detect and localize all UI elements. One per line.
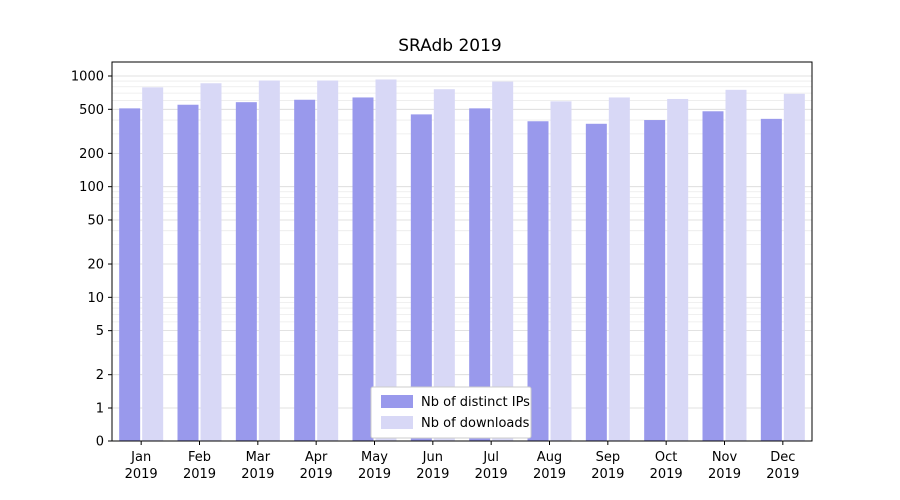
bar-downloads-feb	[200, 83, 222, 441]
x-tick-label-year: 2019	[241, 467, 274, 482]
bar-distinct-ips-oct	[644, 120, 666, 441]
x-tick-label-month: Mar	[246, 450, 271, 465]
x-tick-label-month: Jan	[130, 450, 151, 465]
x-tick-label-year: 2019	[475, 467, 508, 482]
bar-downloads-mar	[258, 80, 280, 442]
bar-downloads-nov	[725, 89, 747, 442]
y-tick-label: 1	[96, 402, 104, 417]
x-tick-label-month: May	[361, 450, 388, 465]
legend-swatch-distinct-ips	[381, 395, 413, 408]
bar-downloads-jan	[142, 87, 164, 441]
x-tick-label-month: Oct	[655, 450, 677, 465]
y-tick-label: 0	[96, 435, 104, 450]
x-tick-label-month: Nov	[712, 450, 738, 465]
bar-distinct-ips-aug	[527, 121, 549, 441]
bar-distinct-ips-sep	[585, 123, 607, 441]
y-tick-label: 1000	[71, 70, 104, 85]
bar-downloads-may	[375, 79, 397, 441]
bar-downloads-jul	[492, 81, 514, 442]
chart-title: SRAdb 2019	[398, 36, 502, 56]
x-tick-label-year: 2019	[766, 467, 799, 482]
bar-downloads-aug	[550, 101, 572, 442]
y-tick-label: 20	[87, 258, 104, 273]
x-tick-label-year: 2019	[125, 467, 158, 482]
y-tick-label: 500	[79, 103, 104, 118]
bar-downloads-dec	[783, 93, 805, 441]
y-tick-label: 50	[87, 213, 104, 228]
y-tick-label: 5	[96, 324, 104, 339]
x-tick-label-month: Jul	[482, 450, 499, 465]
y-tick-label: 200	[79, 147, 104, 162]
legend-label-downloads: Nb of downloads	[421, 416, 530, 431]
x-tick-label-year: 2019	[300, 467, 333, 482]
x-tick-label-year: 2019	[183, 467, 216, 482]
bar-distinct-ips-nov	[702, 111, 724, 441]
bar-distinct-ips-apr	[294, 99, 316, 441]
y-tick-label: 100	[79, 180, 104, 195]
x-tick-label-year: 2019	[533, 467, 566, 482]
legend-label-distinct-ips: Nb of distinct IPs	[421, 395, 530, 410]
y-tick-label: 10	[87, 291, 104, 306]
x-tick-label-month: Aug	[537, 450, 562, 465]
bar-distinct-ips-jan	[119, 108, 141, 441]
y-tick-label: 2	[96, 368, 104, 383]
bar-downloads-sep	[608, 97, 630, 442]
bar-downloads-apr	[317, 80, 339, 442]
x-tick-label-year: 2019	[650, 467, 683, 482]
x-tick-label-year: 2019	[591, 467, 624, 482]
x-tick-label-year: 2019	[708, 467, 741, 482]
plot-border	[111, 61, 813, 442]
bar-distinct-ips-may	[352, 97, 374, 442]
bar-distinct-ips-feb	[177, 104, 199, 442]
bar-downloads-oct	[667, 98, 689, 442]
bar-distinct-ips-dec	[760, 118, 782, 441]
x-tick-label-year: 2019	[358, 467, 391, 482]
bar-downloads-jun	[433, 89, 455, 441]
legend-swatch-downloads	[381, 416, 413, 429]
x-tick-label-month: Apr	[305, 450, 328, 465]
bar-distinct-ips-mar	[235, 102, 257, 441]
bar-distinct-ips-jul	[469, 108, 491, 441]
x-tick-label-month: Feb	[188, 450, 211, 465]
bar-distinct-ips-jun	[410, 114, 432, 442]
x-tick-label-month: Dec	[770, 450, 795, 465]
x-tick-label-month: Jun	[422, 450, 443, 465]
x-tick-label-year: 2019	[416, 467, 449, 482]
x-tick-label-month: Sep	[596, 450, 621, 465]
